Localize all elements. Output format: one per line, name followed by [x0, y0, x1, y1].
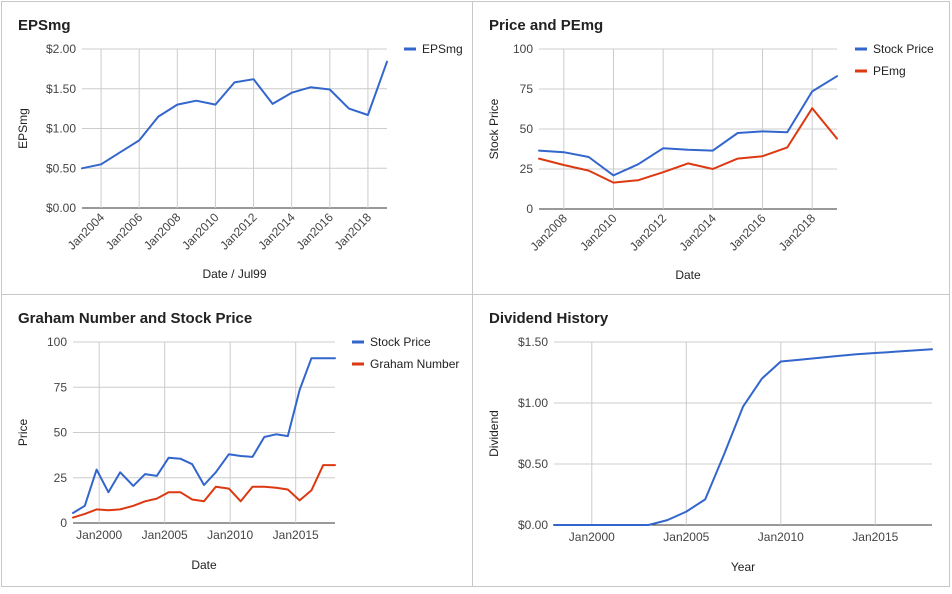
chart-0-xtick-label-0: Jan2004 [65, 210, 108, 253]
chart-0-xtick-label-4: Jan2012 [217, 210, 260, 253]
chart-3-ytick-label-2: $1.00 [518, 396, 548, 410]
chart-1-ytick-label-0: 0 [526, 202, 533, 216]
chart-graham-number: Graham Number and Stock Price 0 25 50 75 100 J… [16, 310, 459, 572]
chart-1-xtick-label-4: Jan2016 [726, 211, 769, 254]
chart-3-ytick-label-3: $1.50 [518, 335, 548, 349]
chart-3-xtick-label-1: Jan2005 [663, 530, 709, 544]
chart-0-ytick-label-0: $0.00 [46, 201, 76, 215]
chart-2-x-axis-label: Date [191, 558, 217, 572]
chart-2-legend-label-graham-number: Graham Number [370, 357, 459, 371]
chart-2-xtick-label-1: Jan2005 [142, 528, 188, 542]
chart-2-ytick-label-4: 100 [47, 335, 67, 349]
chart-0-title: EPSmg [18, 17, 71, 34]
chart-0-legend-label-epsmg: EPSmg [422, 42, 463, 56]
chart-0-xtick-label-3: Jan2010 [179, 210, 222, 253]
chart-panel-price-pemg: Price and PEmg 0 25 50 75 100 Jan2008 Jan2010 Ja… [472, 1, 950, 295]
chart-2-legend-label-stock-price: Stock Price [370, 335, 431, 349]
chart-panel-graham-number: Graham Number and Stock Price 0 25 50 75 100 J… [1, 294, 473, 587]
chart-dividend-history: Dividend History $0.00 $0.50 $1.00 $1.50 Jan2… [487, 310, 933, 574]
chart-panel-epsmg: EPSmg $0.00 $0.50 $1.00 $1.50 $2.00 Jan2004 Jan… [1, 1, 473, 295]
chart-1-legend-label-pemg: PEmg [873, 64, 906, 78]
chart-1-legend-label-stock-price: Stock Price [873, 42, 934, 56]
chart-1-xtick-label-0: Jan2008 [527, 211, 570, 254]
chart-0-xtick-label-2: Jan2008 [141, 210, 184, 253]
chart-0-ytick-label-4: $2.00 [46, 42, 76, 56]
chart-1-xtick-label-2: Jan2012 [627, 211, 670, 254]
chart-panel-dividend-history: Dividend History $0.00 $0.50 $1.00 $1.50 Jan2… [472, 294, 950, 587]
chart-3-xtick-label-0: Jan2000 [569, 530, 615, 544]
chart-1-ytick-label-2: 50 [520, 122, 534, 136]
chart-0-x-axis-label: Date / Jul99 [202, 267, 266, 281]
chart-1-y-axis-label: Stock Price [487, 98, 501, 159]
chart-2-ytick-label-3: 75 [54, 380, 68, 394]
chart-3-y-axis-label: Dividend [487, 410, 501, 457]
chart-3-x-axis-label: Year [731, 560, 755, 574]
chart-2-ytick-label-1: 25 [54, 471, 68, 485]
chart-2-xtick-label-2: Jan2010 [207, 528, 253, 542]
chart-3-xtick-label-2: Jan2010 [758, 530, 804, 544]
chart-2-y-axis-label: Price [16, 419, 30, 447]
chart-0-series-line-epsmg [81, 60, 388, 170]
chart-2-ytick-label-2: 50 [54, 426, 68, 440]
chart-epsmg: EPSmg$0.00$0.50$1.00$1.50$2.00Jan2004Jan… [16, 17, 463, 281]
chart-1-series-line-stock-price [538, 75, 838, 177]
chart-2-series-line-stock-price [72, 357, 336, 514]
chart-0-y-axis-label: EPSmg [16, 108, 30, 149]
chart-0-ytick-label-2: $1.00 [46, 122, 76, 136]
chart-0-ytick-label-3: $1.50 [46, 82, 76, 96]
chart-1-ytick-label-3: 75 [520, 82, 534, 96]
chart-2-xtick-label-0: Jan2000 [76, 528, 122, 542]
chart-1-x-axis-label: Date [675, 268, 701, 282]
chart-0-xtick-label-6: Jan2016 [293, 210, 336, 253]
chart-2-series-line-graham-number [72, 464, 336, 519]
chart-3-ytick-label-0: $0.00 [518, 518, 548, 532]
chart-0-xtick-label-1: Jan2006 [103, 210, 146, 253]
chart-1-xtick-label-5: Jan2018 [776, 211, 819, 254]
chart-1-xtick-label-1: Jan2010 [577, 211, 620, 254]
chart-3-title: Dividend History [489, 310, 609, 327]
chart-1-xtick-label-3: Jan2014 [676, 211, 719, 254]
chart-3-ytick-label-1: $0.50 [518, 457, 548, 471]
chart-2-xtick-label-3: Jan2015 [273, 528, 319, 542]
chart-1-series-line-pemg [538, 107, 838, 184]
chart-0-ytick-label-1: $0.50 [46, 161, 76, 175]
chart-0-xtick-label-7: Jan2018 [332, 210, 375, 253]
chart-3-series-line-series [553, 348, 933, 526]
chart-2-ytick-label-0: 0 [60, 516, 67, 530]
chart-2-title: Graham Number and Stock Price [18, 310, 252, 327]
chart-0-xtick-label-5: Jan2014 [255, 210, 298, 253]
chart-1-ytick-label-4: 100 [513, 42, 533, 56]
chart-1-title: Price and PEmg [489, 17, 603, 34]
chart-3-xtick-label-3: Jan2015 [852, 530, 898, 544]
chart-1-ytick-label-1: 25 [520, 162, 534, 176]
